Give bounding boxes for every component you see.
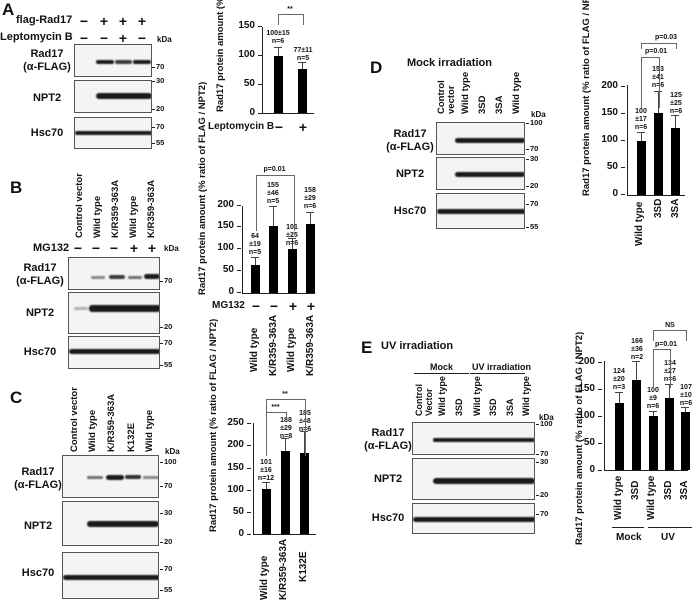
sign: + bbox=[137, 13, 147, 29]
western-blot-npt2 bbox=[412, 458, 535, 500]
western-blot-hsc70 bbox=[412, 503, 535, 534]
western-blot-hsc70 bbox=[62, 552, 159, 599]
y-axis-label: Rad17 protein amount (% ratio of FLAG / … bbox=[197, 81, 208, 295]
treatment-label: MG132 bbox=[33, 242, 70, 254]
western-blot-npt2 bbox=[436, 157, 525, 190]
lane-label: Wild type bbox=[128, 195, 139, 238]
bar bbox=[298, 69, 307, 113]
western-blot-npt2 bbox=[62, 501, 159, 546]
lane-label: K132E bbox=[126, 422, 137, 452]
blot-label: Hsc70 bbox=[23, 346, 57, 358]
lane-label: Wild type bbox=[87, 409, 98, 452]
blot-label: Rad17 (α-FLAG) bbox=[16, 262, 64, 287]
blot-label: NPT2 bbox=[32, 92, 62, 104]
blot-label: Rad17 (α-FLAG) bbox=[14, 466, 62, 491]
lane-label: Wild type bbox=[472, 376, 482, 416]
western-blot-rad17 bbox=[412, 422, 535, 455]
blot-label: NPT2 bbox=[23, 520, 53, 532]
blot-label: Rad17 (α-FLAG) bbox=[23, 48, 71, 73]
lane-label: 3SD bbox=[488, 398, 498, 416]
group-label: UV bbox=[661, 532, 675, 543]
lane-label: K/R359-363A bbox=[110, 179, 121, 238]
blot-label: NPT2 bbox=[395, 168, 425, 180]
blot-label: Hsc70 bbox=[21, 567, 55, 579]
treatment-label: flag-Rad17 bbox=[16, 14, 73, 26]
western-blot-hsc70 bbox=[68, 336, 160, 369]
panel-title: UV irradiation bbox=[381, 340, 454, 352]
panel-label: D bbox=[370, 58, 383, 77]
lane-label: 3SD bbox=[477, 95, 488, 114]
western-blot-hsc70 bbox=[74, 117, 152, 149]
lane-label: Wild type bbox=[521, 376, 531, 416]
sign: + bbox=[99, 13, 109, 29]
marker: 70 bbox=[151, 122, 165, 131]
western-blot-rad17 bbox=[68, 257, 160, 290]
blot-label: Rad17 (α-FLAG) bbox=[364, 427, 412, 452]
sign: + bbox=[118, 30, 128, 46]
panel-label: C bbox=[10, 388, 23, 407]
y-axis-label: Rad17 protein amount (% ratio of FLAG / … bbox=[208, 318, 219, 532]
blot-label: Hsc70 bbox=[30, 127, 64, 139]
western-blot-hsc70 bbox=[436, 193, 525, 229]
panel-label: A bbox=[2, 0, 15, 19]
y-axis-label: Rad17 protein amount (% ratio of FLAG / … bbox=[215, 0, 226, 112]
marker: 30 bbox=[151, 76, 165, 85]
panel-label: B bbox=[10, 178, 23, 197]
lane-label: K/R359-363A bbox=[106, 393, 117, 452]
kda-label: kDa bbox=[157, 35, 172, 44]
blot-label: NPT2 bbox=[25, 307, 55, 319]
western-blot-rad17 bbox=[74, 44, 152, 77]
lane-label: Control vector bbox=[436, 80, 457, 114]
blot-label: Rad17 (α-FLAG) bbox=[386, 128, 434, 153]
western-blot-rad17 bbox=[436, 122, 525, 155]
lane-label: Wild type bbox=[511, 71, 522, 114]
lane-label: 3SA bbox=[494, 95, 505, 114]
lane-label: 3SA bbox=[505, 398, 515, 416]
lane-label: Wild type bbox=[437, 376, 447, 416]
sign: − bbox=[99, 30, 109, 46]
marker: 20 bbox=[151, 104, 165, 113]
x-axis-label: Leptomycin B bbox=[208, 121, 275, 132]
blot-label: Hsc70 bbox=[393, 205, 427, 217]
lane-label: Wild type bbox=[144, 409, 155, 452]
group-label: Mock bbox=[616, 532, 642, 543]
lane-label: K/R359-363A bbox=[146, 179, 157, 238]
marker: 55 bbox=[151, 138, 165, 147]
lane-label: 3SD bbox=[454, 398, 464, 416]
lane-label: Control Vector bbox=[414, 384, 434, 416]
panel-title: Mock irradiation bbox=[407, 57, 492, 69]
treatment-label: Leptomycin B bbox=[0, 31, 73, 43]
marker: 70 bbox=[151, 62, 165, 71]
group-label: UV irradiation bbox=[472, 362, 532, 372]
western-blot-npt2 bbox=[68, 292, 160, 334]
blot-label: NPT2 bbox=[373, 473, 403, 485]
blot-label: Hsc70 bbox=[371, 512, 405, 524]
sign: − bbox=[137, 30, 147, 46]
sign: − bbox=[79, 30, 89, 46]
sign: − bbox=[79, 13, 89, 29]
lane-label: Wild type bbox=[92, 195, 103, 238]
y-axis-label: Rad17 protein amount (% ratio of FLAG / … bbox=[581, 0, 592, 196]
western-blot-rad17 bbox=[62, 455, 159, 498]
lane-label: Wild type bbox=[460, 71, 471, 114]
group-label: Mock bbox=[430, 362, 454, 372]
sign: + bbox=[118, 13, 128, 29]
panel-label: E bbox=[361, 338, 373, 357]
bar bbox=[274, 56, 283, 113]
western-blot-npt2 bbox=[74, 80, 152, 113]
lane-label: Control vector bbox=[69, 387, 80, 452]
lane-label: Control vector bbox=[74, 173, 85, 238]
